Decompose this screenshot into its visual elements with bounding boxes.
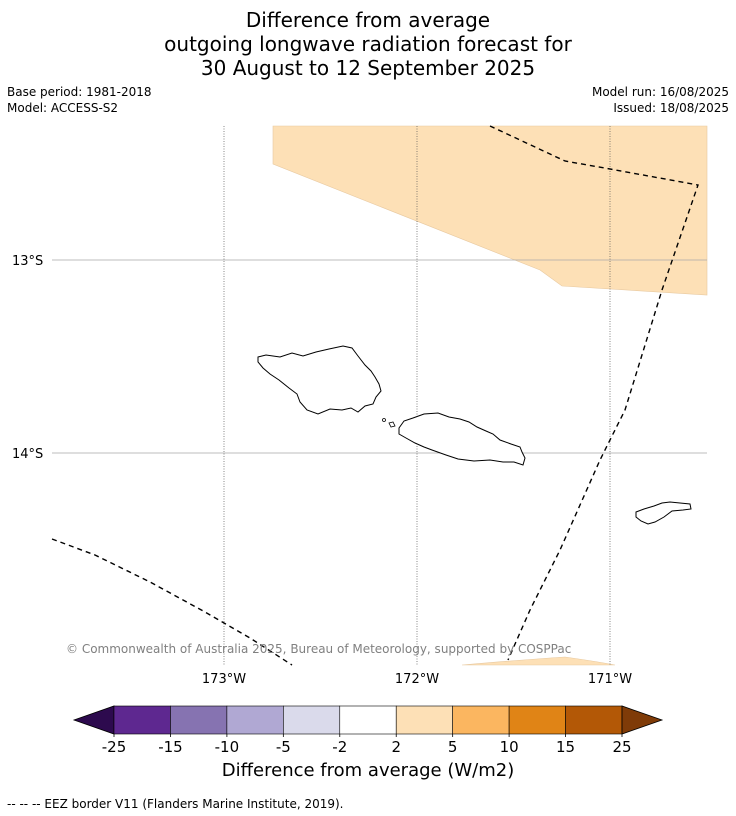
anomaly-region-north (272, 125, 708, 296)
base-period: Base period: 1981-2018 (7, 85, 152, 99)
lon-label-171w: 171°W (588, 672, 632, 687)
apolima-islet (382, 418, 386, 422)
colorbar-bin (170, 705, 228, 735)
colorbar-bin (565, 705, 623, 735)
lon-label-172w: 172°W (395, 672, 439, 687)
title-line-2: outgoing longwave radiation forecast for (164, 32, 572, 56)
eez-border-west (51, 538, 293, 666)
meta-right: Model run: 16/08/2025 Issued: 18/08/2025 (592, 84, 729, 116)
model-run: Model run: 16/08/2025 (591, 85, 729, 99)
manono-islet (388, 421, 396, 428)
colorbar-extend-low (72, 705, 115, 735)
colorbar-tick-label: 25 (612, 738, 631, 756)
colorbar-label: Difference from average (W/m2) (221, 760, 515, 781)
colorbar-extend-high (621, 705, 664, 735)
eez-border-east (489, 125, 699, 661)
tutuila-island (635, 501, 692, 525)
colorbar-tick-label: 15 (556, 738, 575, 756)
copyright-notice: © Commonwealth of Australia 2025, Bureau… (66, 642, 571, 656)
eez-footnote: -- -- -- EEZ border V11 (Flanders Marine… (7, 797, 344, 811)
anomaly-region-south (461, 656, 616, 666)
colorbar-bin (395, 705, 453, 735)
colorbar-tick-label: 10 (500, 738, 519, 756)
colorbar-bin (339, 705, 397, 735)
model-name: Model: ACCESS-S2 (7, 101, 119, 115)
colorbar: -25 -15 -10 -5 -2 2 5 10 15 25 (72, 705, 664, 756)
colorbar-tick-label: -10 (215, 738, 240, 756)
colorbar-tick-label: -2 (332, 738, 347, 756)
colorbar-tick-label: -25 (102, 738, 127, 756)
lon-label-173w: 173°W (202, 672, 246, 687)
meta-left: Base period: 1981-2018 Model: ACCESS-S2 (7, 84, 152, 116)
colorbar-tick-label: -15 (158, 738, 183, 756)
colorbar-bin (508, 705, 566, 735)
savaii-island (257, 345, 382, 415)
lat-label-13s: 13°S (12, 254, 43, 269)
colorbar-tick-label: 5 (448, 738, 458, 756)
issued-date: Issued: 18/08/2025 (613, 101, 729, 115)
colorbar-bin (452, 705, 510, 735)
chart-title: Difference from average outgoing longwav… (0, 8, 736, 80)
colorbar-tick-label: 2 (391, 738, 401, 756)
lat-label-14s: 14°S (12, 447, 43, 462)
colorbar-tick-label: -5 (276, 738, 291, 756)
title-line-1: Difference from average (245, 8, 491, 32)
colorbar-bin (113, 705, 171, 735)
title-line-3: 30 August to 12 September 2025 (200, 56, 536, 80)
upolu-island (398, 412, 526, 466)
colorbar-bin (283, 705, 341, 735)
colorbar-bin (226, 705, 284, 735)
